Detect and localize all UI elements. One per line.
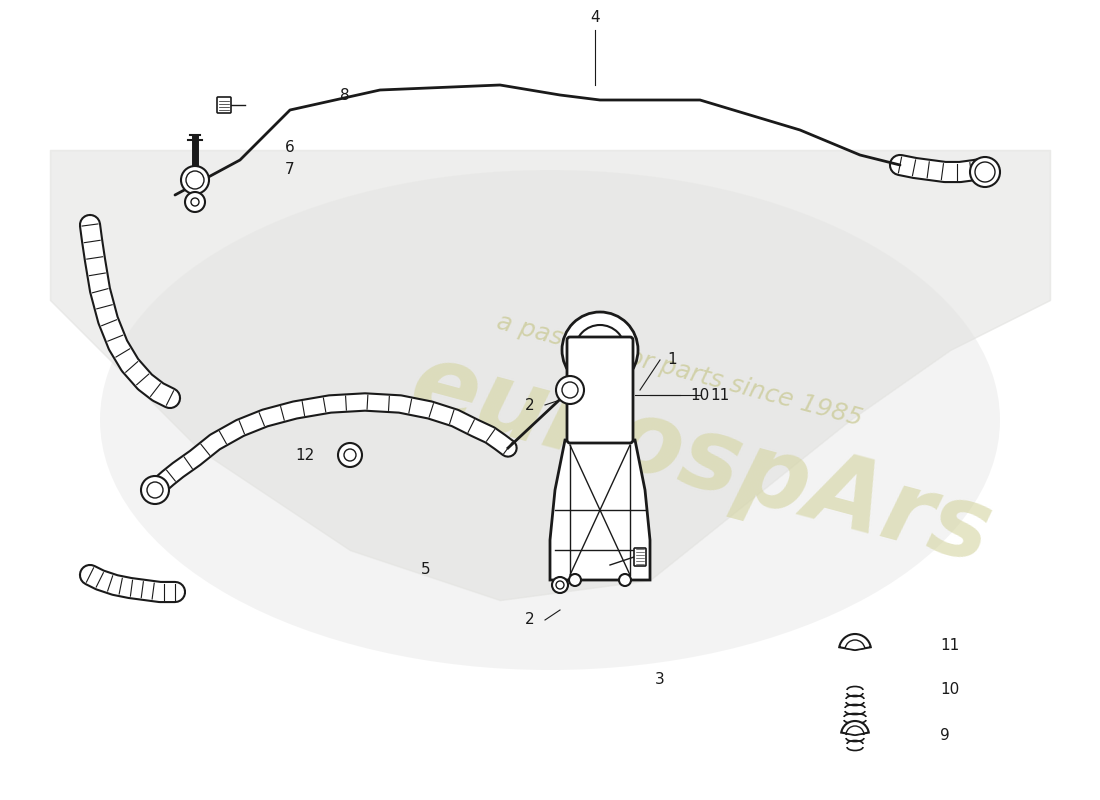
Circle shape [185,192,205,212]
Text: 11: 11 [940,638,959,653]
Circle shape [569,574,581,586]
Wedge shape [839,634,871,650]
Text: 10: 10 [690,387,710,402]
Text: 6: 6 [285,141,295,155]
Circle shape [141,476,169,504]
Text: 2: 2 [526,398,535,413]
Circle shape [556,376,584,404]
Text: 8: 8 [340,87,350,102]
Ellipse shape [100,170,1000,670]
Circle shape [182,166,209,194]
Text: 11: 11 [710,387,729,402]
Circle shape [970,157,1000,187]
Circle shape [556,581,564,589]
Text: 4: 4 [591,10,600,26]
Text: 7: 7 [285,162,295,178]
Circle shape [552,577,568,593]
Polygon shape [550,440,650,580]
Circle shape [186,171,204,189]
Text: 2: 2 [526,613,535,627]
Circle shape [619,574,631,586]
Text: 5: 5 [420,562,430,578]
Text: 3: 3 [656,673,664,687]
Circle shape [575,325,625,375]
Text: a passion for parts since 1985: a passion for parts since 1985 [495,310,866,430]
Wedge shape [846,726,864,735]
FancyBboxPatch shape [217,97,231,113]
Wedge shape [845,640,865,650]
Text: 10: 10 [940,682,959,698]
Text: 12: 12 [296,447,315,462]
Text: 9: 9 [940,727,949,742]
Circle shape [562,312,638,388]
Text: euRospArs: euRospArs [399,336,1001,584]
Wedge shape [842,721,869,735]
Text: 1: 1 [667,353,676,367]
Circle shape [344,449,356,461]
FancyBboxPatch shape [566,337,632,443]
FancyBboxPatch shape [634,548,646,566]
Circle shape [338,443,362,467]
Circle shape [975,162,996,182]
Circle shape [147,482,163,498]
Circle shape [191,198,199,206]
Circle shape [562,382,578,398]
